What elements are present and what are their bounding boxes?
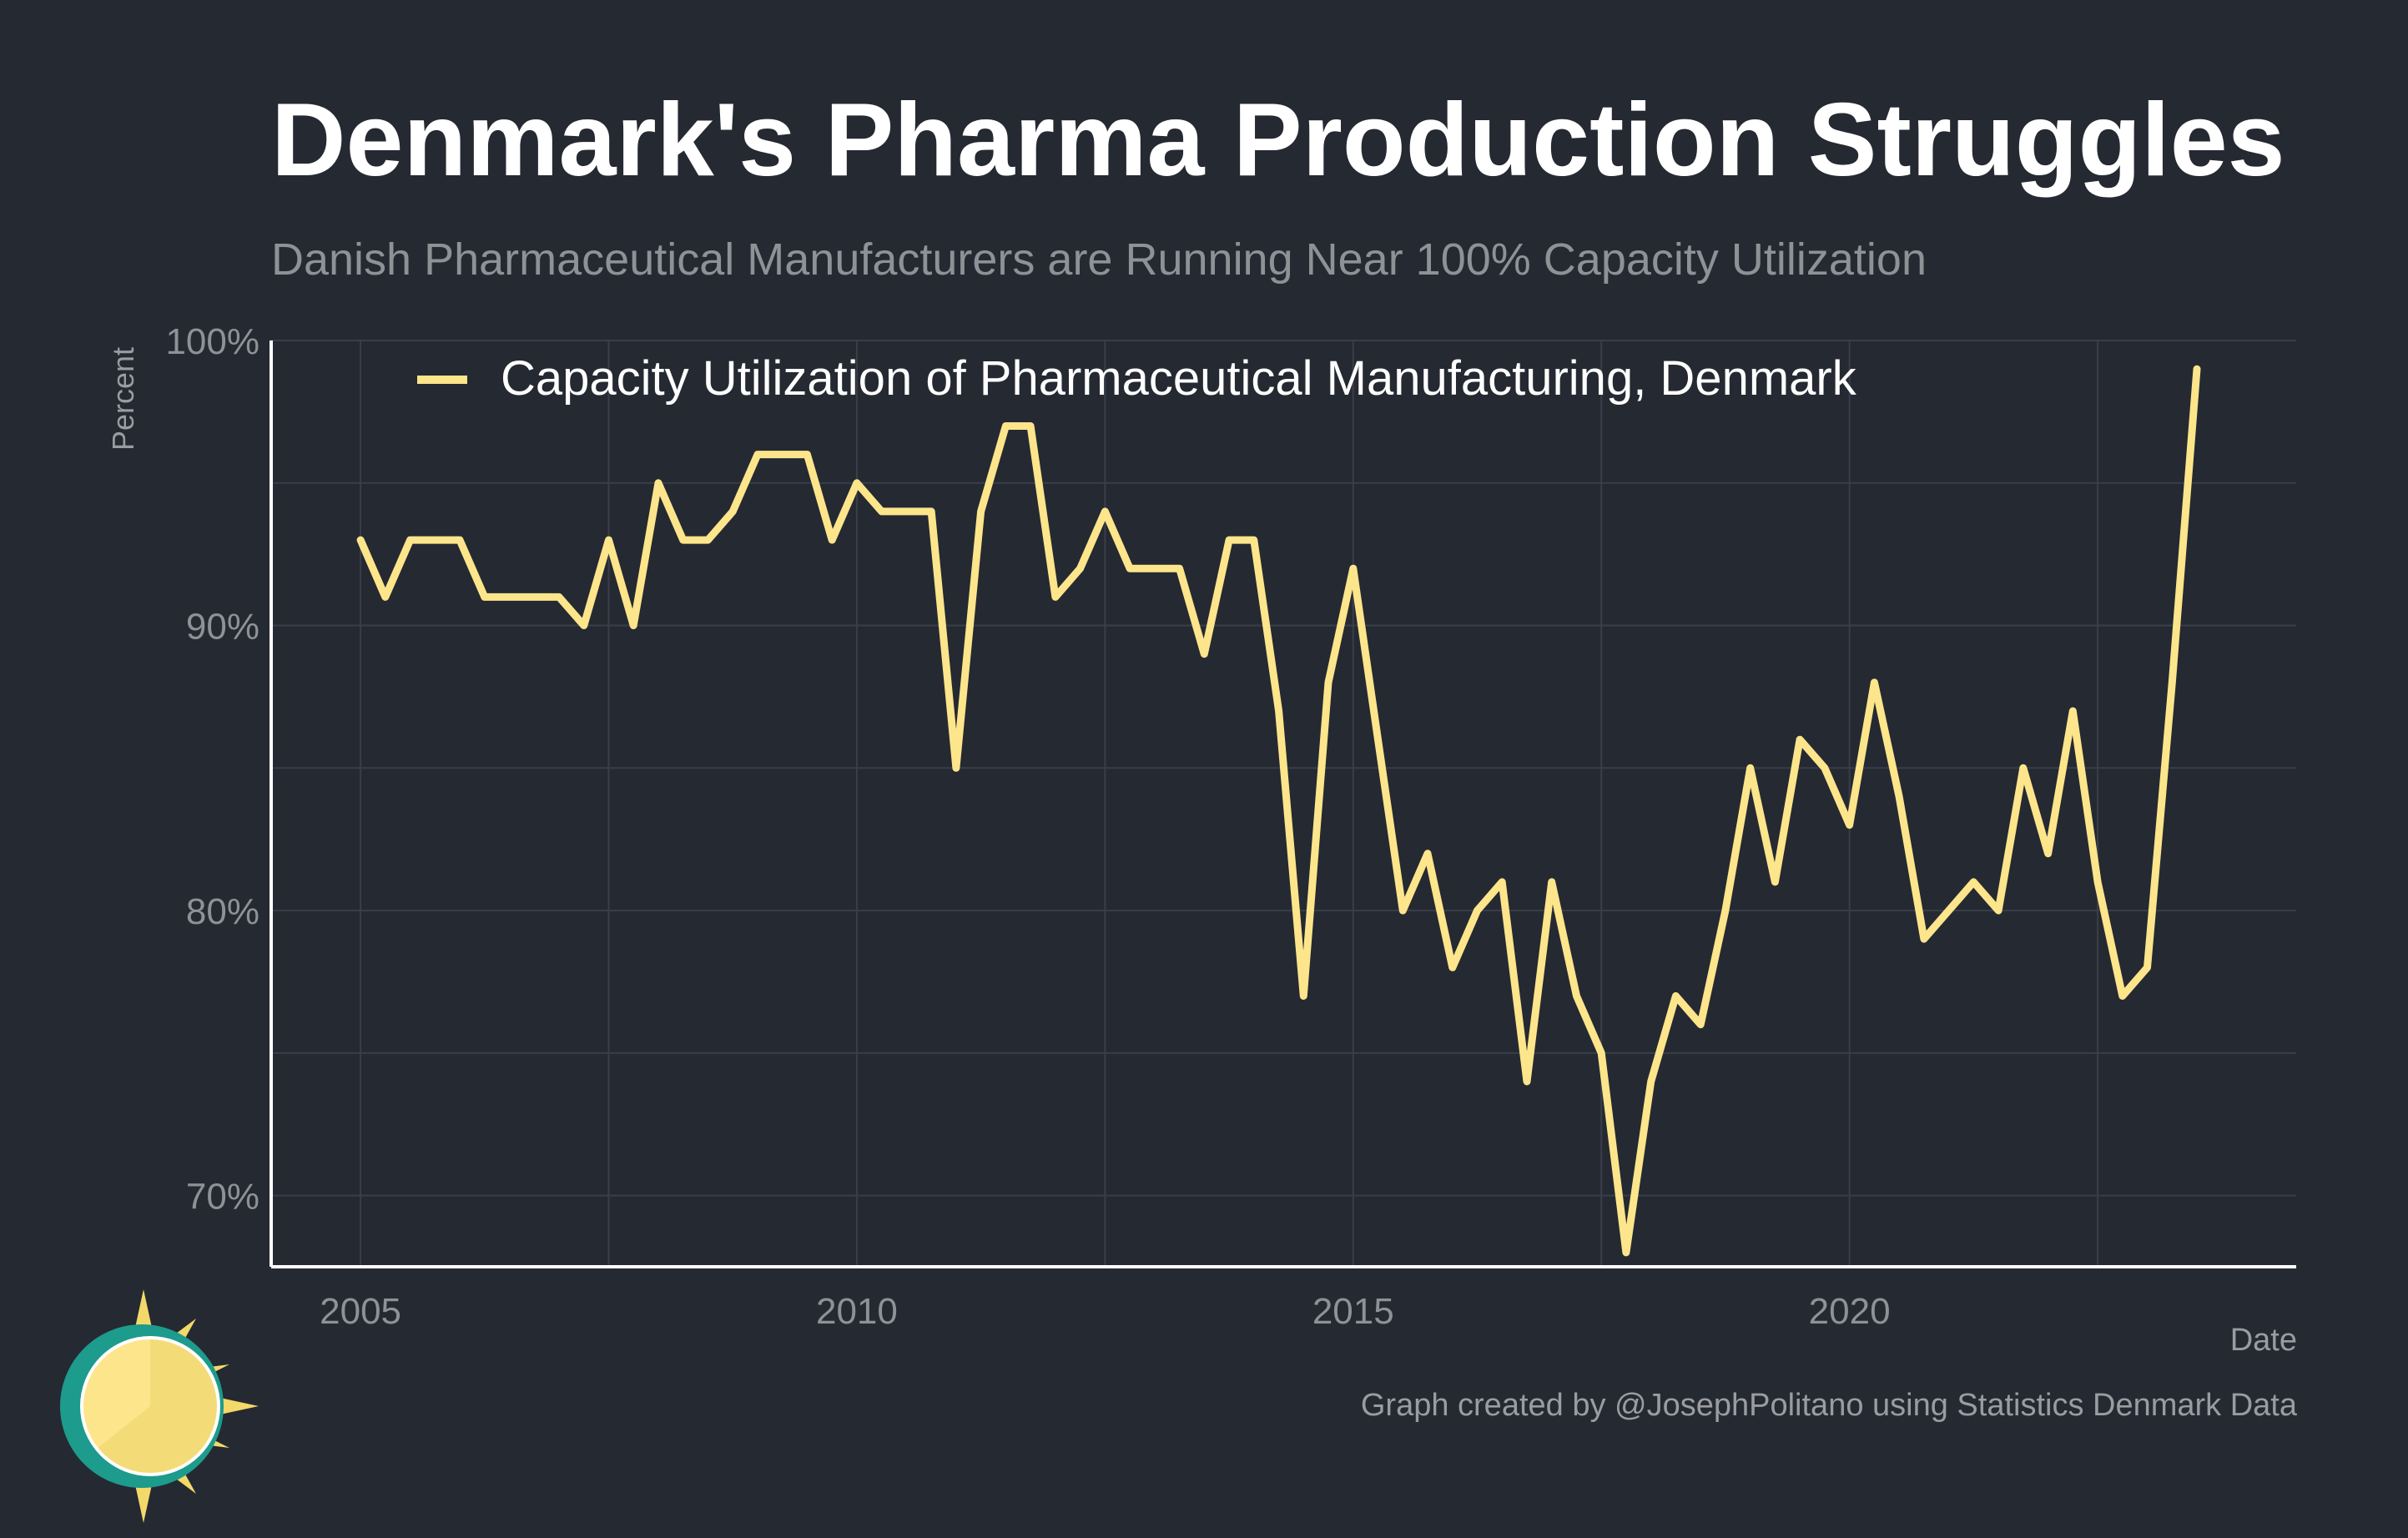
axes xyxy=(270,340,2296,1268)
legend: Capacity Utilization of Pharmaceutical M… xyxy=(417,351,1857,406)
y-tick-label: 90% xyxy=(186,607,259,648)
chart-subtitle: Danish Pharmaceutical Manufacturers are … xyxy=(271,234,1927,285)
chart-title: Denmark's Pharma Production Struggles xyxy=(271,83,2285,198)
credit-text: Graph created by @JosephPolitano using S… xyxy=(1360,1388,2297,1423)
tick-labels: 2005 2010 2015 2020 70% 80% 90% 100% xyxy=(165,321,1890,1332)
x-tick-label: 2010 xyxy=(816,1291,898,1332)
x-tick-label: 2015 xyxy=(1312,1291,1394,1332)
x-axis-label: Date xyxy=(2229,1323,2297,1358)
x-tick-label: 2020 xyxy=(1809,1291,1891,1332)
y-tick-label: 80% xyxy=(186,891,259,932)
y-tick-label: 70% xyxy=(186,1177,259,1218)
x-tick-label: 2005 xyxy=(320,1291,401,1332)
sun-logo-icon xyxy=(60,1289,259,1523)
series-line xyxy=(356,365,2201,1257)
legend-label: Capacity Utilization of Pharmaceutical M… xyxy=(501,351,1857,406)
y-axis-label: Percent xyxy=(106,347,140,451)
y-tick-label: 100% xyxy=(165,321,259,362)
series-lines xyxy=(356,365,2201,1257)
